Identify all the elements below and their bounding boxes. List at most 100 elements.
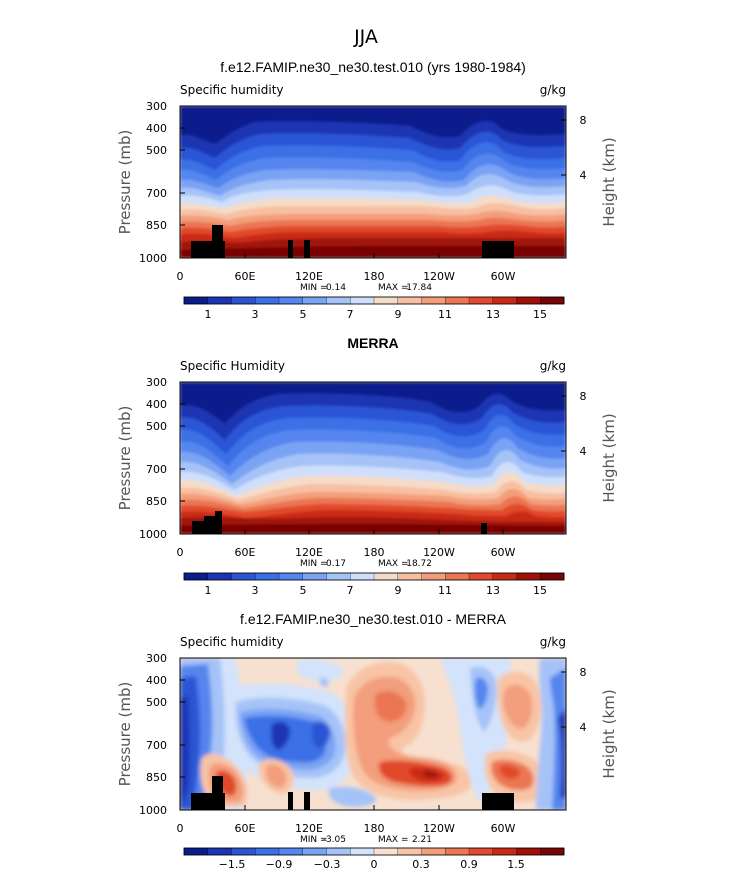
colorbar-label: 0.9 — [460, 858, 478, 871]
colorbar-label: 15 — [533, 584, 547, 597]
x-tick-label: 120W — [423, 546, 455, 559]
max-label: MAX = — [378, 559, 409, 569]
y-tick: 500 — [146, 696, 185, 709]
colorbar-label: 0 — [371, 858, 378, 871]
y-tick: 400 — [146, 122, 185, 135]
topography-mask — [482, 241, 514, 258]
x-tick: 0 — [177, 805, 184, 835]
colorbar-label: 7 — [347, 308, 354, 321]
min-max-readout: MIN = -3.05 MAX = 2.21 — [300, 835, 432, 845]
colorbar-label: 11 — [438, 308, 452, 321]
y-tick: 300 — [146, 376, 185, 389]
x-tick: 120E — [295, 805, 323, 835]
colorbar-swatch — [373, 847, 399, 856]
left-string: Specific Humidity — [180, 359, 285, 373]
right-tick: 8 — [561, 114, 587, 127]
max-value: 18.72 — [406, 559, 432, 569]
season-title: JJA — [353, 26, 378, 48]
min-max-readout: MIN = 0.17 MAX = 18.72 — [300, 559, 432, 569]
x-tick-label: 60E — [235, 546, 256, 559]
y-tick-label: 850 — [146, 495, 167, 508]
colorbar-swatch — [326, 572, 351, 581]
y-tick-label: 1000 — [139, 804, 167, 817]
topography-mask — [288, 792, 293, 810]
y-tick: 700 — [146, 187, 185, 200]
right-tick: 4 — [561, 445, 587, 458]
x-tick-label: 60E — [235, 270, 256, 283]
axis-right: 8 4 — [561, 114, 587, 182]
colorbar-swatch — [326, 847, 351, 856]
colorbar-label: 5 — [300, 584, 307, 597]
colorbar-label: −0.9 — [266, 858, 293, 871]
x-tick: 60W — [491, 805, 516, 835]
colorbar-swatch — [302, 296, 327, 305]
topography-mask — [304, 240, 310, 258]
x-tick-label: 120W — [423, 822, 455, 835]
colorbar-label: 1.5 — [507, 858, 525, 871]
y-tick: 700 — [146, 463, 185, 476]
y-axis-label: Pressure (mb) — [116, 682, 134, 787]
contour-band — [558, 708, 566, 798]
colorbar-swatch — [421, 572, 446, 581]
colorbar-swatch — [302, 847, 327, 856]
colorbar-frame — [183, 847, 565, 856]
x-tick: 0 — [177, 253, 184, 283]
max-label: MAX = — [378, 835, 409, 845]
y-tick-label: 500 — [146, 144, 167, 157]
x-tick: 180 — [364, 253, 385, 283]
x-tick: 120W — [423, 529, 455, 559]
contour-band — [319, 677, 329, 687]
min-label: MIN = — [300, 835, 328, 845]
colorbar-label: 13 — [486, 308, 500, 321]
min-max-readout: MIN = 0.14 MAX = 17.84 — [300, 283, 432, 293]
colorbar-swatch — [231, 572, 256, 581]
colorbar-swatch — [516, 296, 541, 305]
contour-band — [311, 721, 330, 748]
colorbar-label: 11 — [438, 584, 452, 597]
y-tick-label: 700 — [146, 463, 167, 476]
colorbar-label: 3 — [252, 308, 259, 321]
colorbar-swatch — [516, 572, 541, 581]
min-value: -3.05 — [323, 835, 346, 845]
panel-title: MERRA — [347, 335, 398, 351]
colorbar-label: 1 — [205, 308, 212, 321]
x-tick-label: 60E — [235, 822, 256, 835]
min-value: 0.14 — [326, 283, 346, 293]
colorbar-swatch — [540, 296, 565, 305]
colorbar-frame — [183, 296, 565, 305]
contour-band — [374, 691, 407, 722]
y-tick: 700 — [146, 739, 185, 752]
colorbar-swatch — [255, 847, 280, 856]
contour-band — [271, 722, 290, 750]
y-tick-label: 850 — [146, 771, 167, 784]
topography-mask — [288, 240, 293, 258]
x-tick-label: 120E — [295, 822, 323, 835]
panel-title: f.e12.FAMIP.ne30_ne30.test.010 (yrs 1980… — [220, 59, 526, 75]
colorbar-swatch — [278, 296, 304, 305]
x-tick-label: 120W — [423, 270, 455, 283]
colorbar-swatch — [278, 572, 304, 581]
min-value: 0.17 — [326, 559, 346, 569]
contour-band — [474, 677, 488, 709]
colorbar-label: 13 — [486, 584, 500, 597]
right-tick: 8 — [561, 390, 587, 403]
contour-band — [266, 764, 287, 788]
x-tick: 60E — [235, 253, 256, 283]
colorbar-swatch — [468, 296, 494, 305]
x-tick: 120E — [295, 253, 323, 283]
panel-obs: MERRA Specific Humidity g/kg Pressure (m… — [116, 335, 618, 597]
x-tick-label: 0 — [177, 822, 184, 835]
panel-diff: f.e12.FAMIP.ne30_ne30.test.010 - MERRA S… — [116, 611, 618, 871]
x-tick-label: 60W — [491, 546, 516, 559]
right-tick-label: 4 — [580, 721, 587, 734]
x-tick: 60E — [235, 805, 256, 835]
right-axis-label: Height (km) — [600, 689, 618, 778]
y-tick: 300 — [146, 652, 185, 665]
colorbar-swatch — [255, 572, 280, 581]
axis-right: 8 4 — [561, 390, 587, 458]
axis-bottom: 0 60E 120E 180 120W 60W — [177, 805, 516, 835]
units-label: g/kg — [540, 83, 566, 97]
colorbar-swatch — [350, 296, 375, 305]
right-tick-label: 8 — [580, 390, 587, 403]
y-tick: 1000 — [139, 252, 185, 265]
